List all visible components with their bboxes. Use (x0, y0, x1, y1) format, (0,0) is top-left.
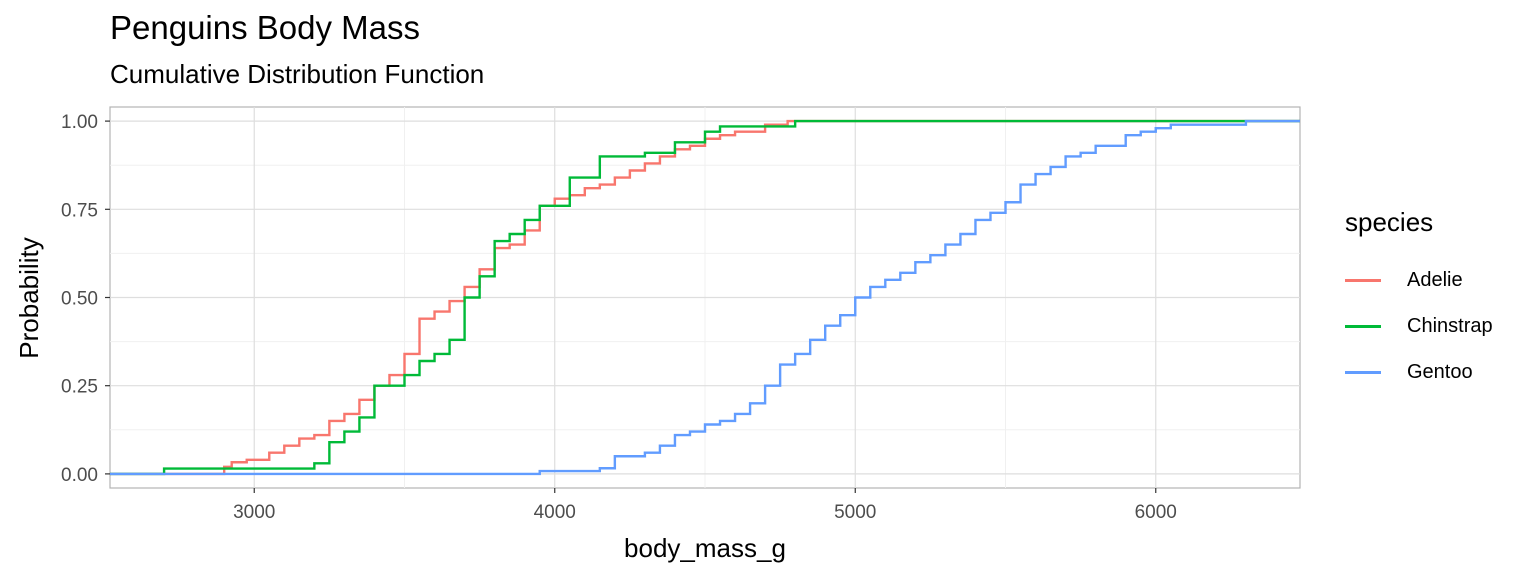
y-axis: 0.00 0.25 0.50 0.75 1.00 (61, 112, 110, 486)
x-tick-label: 5000 (834, 502, 876, 523)
y-tick-label: 0.00 (61, 465, 98, 486)
legend-item-adelie: Adelie (1345, 257, 1493, 303)
legend-item-chinstrap: Chinstrap (1345, 303, 1493, 349)
x-tick-label: 4000 (534, 502, 576, 523)
legend-key-gentoo (1345, 370, 1381, 374)
x-axis-title: body_mass_g (624, 533, 786, 563)
y-tick-label: 1.00 (61, 112, 98, 133)
x-tick-label: 3000 (233, 502, 275, 523)
y-tick-label: 0.75 (61, 200, 98, 221)
y-tick-label: 0.50 (61, 289, 98, 310)
legend-label-adelie: Adelie (1407, 268, 1463, 291)
legend-item-gentoo: Gentoo (1345, 349, 1493, 395)
legend-label-gentoo: Gentoo (1407, 360, 1473, 383)
y-axis-title: Probability (14, 237, 44, 358)
legend-key-chinstrap (1345, 324, 1381, 328)
y-tick-label: 0.25 (61, 377, 98, 398)
legend-label-chinstrap: Chinstrap (1407, 314, 1493, 337)
legend-key-adelie (1345, 278, 1381, 282)
series-lines (110, 119, 1300, 476)
series-line-gentoo (110, 119, 1300, 476)
x-axis: 3000 4000 5000 6000 (233, 488, 1177, 523)
legend-title: species (1345, 207, 1434, 237)
chart-title: Penguins Body Mass (110, 9, 421, 46)
legend: species Adelie Chinstrap Gentoo (1345, 205, 1493, 395)
series-line-chinstrap (110, 119, 1300, 476)
x-tick-label: 6000 (1135, 502, 1177, 523)
chart-subtitle: Cumulative Distribution Function (110, 59, 485, 89)
